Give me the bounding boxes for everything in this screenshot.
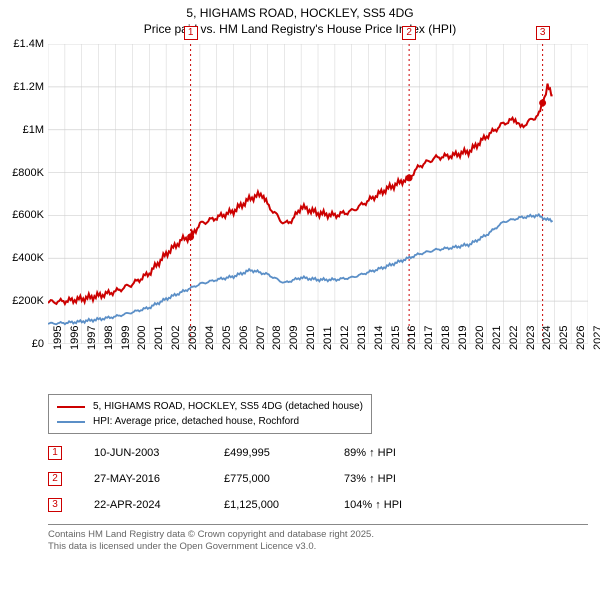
x-axis-label: 2007 [255, 326, 267, 350]
chart-area: £0£200K£400K£600K£800K£1M£1.2M£1.4M19951… [0, 44, 600, 394]
x-axis-label: 2022 [508, 326, 520, 350]
x-axis-label: 1997 [86, 326, 98, 350]
sale-marker-3: 3 [536, 26, 550, 40]
x-axis-label: 2011 [322, 326, 334, 350]
sales-row-date: 27-MAY-2016 [94, 473, 224, 485]
x-axis-label: 2016 [406, 326, 418, 350]
sales-row: 2 27-MAY-2016£775,00073% ↑ HPI [48, 466, 464, 492]
y-axis-label: £0 [32, 338, 44, 350]
footer-line1: Contains HM Land Registry data © Crown c… [48, 529, 588, 541]
x-axis-label: 2004 [204, 326, 216, 350]
x-axis-label: 2012 [339, 326, 351, 350]
x-axis-label: 2015 [390, 326, 402, 350]
sales-row-price: £775,000 [224, 473, 344, 485]
x-axis-label: 2017 [423, 326, 435, 350]
sales-table: 1 10-JUN-2003£499,99589% ↑ HPI 2 27-MAY-201… [48, 440, 464, 518]
x-axis-label: 2005 [221, 326, 233, 350]
x-axis-label: 1996 [69, 326, 81, 350]
sales-row-date: 22-APR-2024 [94, 499, 224, 511]
y-axis-label: £200K [12, 295, 44, 307]
legend-label-hpi: HPI: Average price, detached house, Roch… [93, 414, 299, 429]
x-axis-label: 2003 [187, 326, 199, 350]
x-axis-label: 2021 [491, 326, 503, 350]
x-axis-label: 2027 [592, 326, 600, 350]
x-axis-label: 2009 [288, 326, 300, 350]
sales-row-hpi: 104% ↑ HPI [344, 499, 464, 511]
x-axis-label: 1999 [120, 326, 132, 350]
y-axis-label: £1.4M [13, 38, 44, 50]
sales-row: 3 22-APR-2024£1,125,000104% ↑ HPI [48, 492, 464, 518]
series-price-paid [48, 84, 553, 304]
x-axis-label: 2018 [440, 326, 452, 350]
legend-label-price: 5, HIGHAMS ROAD, HOCKLEY, SS5 4DG (detac… [93, 399, 363, 414]
x-axis-label: 2008 [271, 326, 283, 350]
x-axis-label: 2014 [373, 326, 385, 350]
x-axis-label: 2024 [541, 326, 553, 350]
x-axis-label: 2001 [153, 326, 165, 350]
x-axis-label: 2020 [474, 326, 486, 350]
x-axis-label: 1998 [103, 326, 115, 350]
y-axis-label: £400K [12, 252, 44, 264]
footer-line2: This data is licensed under the Open Gov… [48, 541, 588, 553]
legend-swatch-price [57, 406, 85, 408]
title-line1: 5, HIGHAMS ROAD, HOCKLEY, SS5 4DG [0, 6, 600, 22]
chart-title: 5, HIGHAMS ROAD, HOCKLEY, SS5 4DG Price … [0, 0, 600, 37]
sales-row-hpi: 73% ↑ HPI [344, 473, 464, 485]
x-axis-label: 2023 [525, 326, 537, 350]
sale-marker-1: 1 [184, 26, 198, 40]
footer: Contains HM Land Registry data © Crown c… [48, 524, 588, 554]
y-axis-label: £1.2M [13, 81, 44, 93]
x-axis-label: 2006 [238, 326, 250, 350]
x-axis-label: 2019 [457, 326, 469, 350]
sales-row-price: £1,125,000 [224, 499, 344, 511]
sales-row-date: 10-JUN-2003 [94, 447, 224, 459]
x-axis-label: 2026 [575, 326, 587, 350]
x-axis-label: 2013 [356, 326, 368, 350]
sale-marker-2: 2 [402, 26, 416, 40]
legend-row-price: 5, HIGHAMS ROAD, HOCKLEY, SS5 4DG (detac… [57, 399, 363, 414]
sales-row: 1 10-JUN-2003£499,99589% ↑ HPI [48, 440, 464, 466]
x-axis-label: 2002 [170, 326, 182, 350]
y-axis-label: £1M [23, 124, 44, 136]
title-line2: Price paid vs. HM Land Registry's House … [0, 22, 600, 38]
legend-swatch-hpi [57, 421, 85, 423]
sales-row-marker: 1 [48, 446, 62, 460]
x-axis-label: 2000 [136, 326, 148, 350]
x-axis-label: 2010 [305, 326, 317, 350]
sales-row-hpi: 89% ↑ HPI [344, 447, 464, 459]
legend-row-hpi: HPI: Average price, detached house, Roch… [57, 414, 363, 429]
series-hpi [48, 214, 553, 324]
sales-row-price: £499,995 [224, 447, 344, 459]
legend: 5, HIGHAMS ROAD, HOCKLEY, SS5 4DG (detac… [48, 394, 372, 434]
x-axis-label: 2025 [558, 326, 570, 350]
x-axis-label: 1995 [52, 326, 64, 350]
y-axis-label: £800K [12, 167, 44, 179]
plot-svg [48, 44, 588, 344]
y-axis-label: £600K [12, 209, 44, 221]
sales-row-marker: 2 [48, 472, 62, 486]
sales-row-marker: 3 [48, 498, 62, 512]
